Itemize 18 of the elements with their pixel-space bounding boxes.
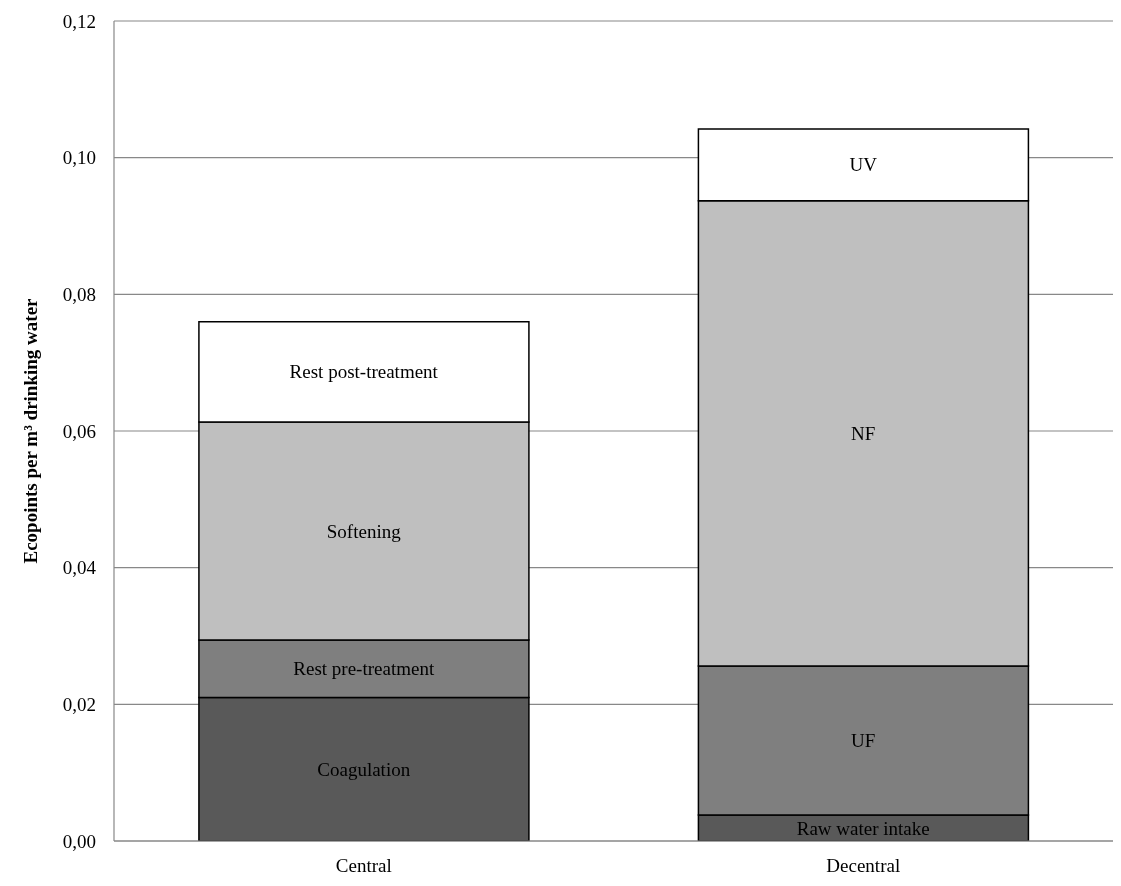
y-tick-label: 0,08 [62,284,96,306]
y-tick-label: 0,10 [62,147,96,169]
y-tick-label: 0,06 [62,420,96,442]
annotation: Raw water intake [796,817,930,839]
x-tick-label: Central [335,855,392,877]
y-tick-label: 0,00 [62,830,96,852]
annotation: UV [849,154,878,176]
y-tick-label: 0,12 [62,10,96,32]
annotation: Softening [326,520,402,542]
y-axis-title: Ecopoints per m³ drinking water [19,297,41,564]
y-tick-label: 0,04 [62,557,97,579]
annotation: NF [851,422,876,444]
x-tick-label: Decentral [826,855,901,877]
annotation: Rest post-treatment [289,361,439,383]
annotation: UF [851,730,876,752]
annotation: Rest pre-treatment [293,658,435,680]
annotation: Coagulation [317,758,411,780]
y-tick-label: 0,02 [62,694,96,716]
